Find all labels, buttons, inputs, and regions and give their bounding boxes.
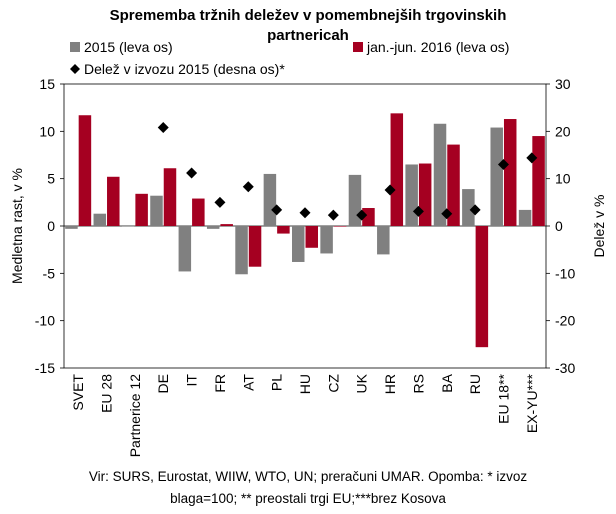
category-label: DE [155,374,171,393]
y2-tick-label: -30 [555,360,575,376]
y2-axis-label: Delež v % [591,194,607,257]
share-marker [271,204,283,216]
y-tick-label: 5 [47,171,55,187]
y-tick-label: -10 [35,313,55,329]
bar-2016 [305,226,318,248]
bar-2015 [178,226,192,272]
chart-title: Sprememba tržnih deležev v pomembnejših … [0,6,616,46]
category-label: BA [439,373,455,392]
share-marker [356,209,368,221]
y-tick-label: -15 [35,360,55,376]
category-label: UK [354,373,370,393]
share-marker [299,207,311,219]
bar-2016 [135,193,148,226]
chart-title-line-1: Sprememba tržnih deležev v pomembnejših … [109,7,507,24]
category-label: HU [297,374,313,394]
bar-2015 [292,226,305,262]
bar-2015 [263,173,277,226]
category-label: IT [184,374,200,387]
bar-2015 [490,127,503,226]
bar-2015 [518,209,532,226]
bar-2016 [532,136,545,226]
bar-2015 [65,226,78,229]
bar-2016 [78,115,92,226]
category-label: RS [410,374,426,393]
bar-2015 [150,195,163,226]
share-marker [469,204,481,216]
footnote-line-2: blaga=100; ** preostali trgi EU;***brez … [170,491,446,506]
legend-label-share: Delež v izvozu 2015 (desna os)* [84,61,285,77]
y2-tick-label: 0 [555,218,563,234]
share-marker [497,158,509,170]
bar-2015 [93,213,107,226]
bar-2016 [248,226,262,267]
y-axis-label: Medletna rast, v % [9,168,25,284]
bar-2016 [390,113,404,226]
source-footnote: Vir: SURS, Eurostat, WIIW, WTO, UN; prer… [0,466,616,510]
y2-tick-label: 30 [555,76,571,92]
share-marker [186,167,198,179]
legend-swatch-2015 [70,42,80,52]
y2-tick-label: -20 [555,313,575,329]
bar-2015 [235,226,248,275]
y-tick-label: -5 [43,265,56,281]
y-tick-label: 0 [47,218,55,234]
bar-2015 [405,164,418,226]
y2-tick-label: 10 [555,171,571,187]
category-label: Partnerice 12 [127,374,143,457]
share-marker [214,196,226,208]
bar-2016 [220,224,233,226]
share-marker [327,209,339,221]
share-marker [242,181,254,193]
bar-2016 [107,176,120,226]
bar-2015 [462,189,475,226]
bar-2016 [418,163,432,226]
category-label: CZ [325,374,341,393]
bar-2016 [277,226,290,234]
legend-marker-share [70,64,80,74]
bar-2016 [503,119,517,226]
bar-2016 [362,208,375,226]
legend-label-2016: jan.-jun. 2016 (leva os) [366,39,509,55]
bar-2015 [121,226,135,227]
share-marker [384,184,396,196]
bar-2015 [433,123,447,226]
category-label: FR [212,374,228,393]
category-label: PL [269,374,285,391]
y2-tick-label: 20 [555,123,571,139]
chart-title-line-2: partnericah [267,27,349,44]
bar-2015 [348,174,362,226]
bar-2016 [192,198,205,226]
legend-swatch-2016 [353,42,363,52]
footnote-line-1: Vir: SURS, Eurostat, WIIW, WTO, UN; prer… [88,469,528,484]
share-marker [441,208,453,220]
bar-2016 [475,226,489,348]
category-label: RU [467,374,483,394]
y2-tick-label: -10 [555,265,575,281]
category-label: SVET [70,374,86,411]
bar-2015 [206,226,220,229]
category-label: EU 28 [99,374,115,413]
bar-2015 [320,226,333,254]
bar-2015 [377,226,390,255]
category-label: HR [382,374,398,394]
bar-2016 [447,144,460,226]
legend-label-2015: 2015 (leva os) [84,39,173,55]
share-marker [157,122,169,134]
category-label: EU 18** [495,373,511,423]
share-marker [526,152,538,164]
bar-2016 [163,168,177,226]
category-label: AT [240,374,256,391]
y-tick-label: 15 [39,76,55,92]
y-tick-label: 10 [39,123,55,139]
share-marker [412,205,424,217]
bar-2016 [333,226,347,227]
category-label: EX-YU*** [524,373,540,433]
